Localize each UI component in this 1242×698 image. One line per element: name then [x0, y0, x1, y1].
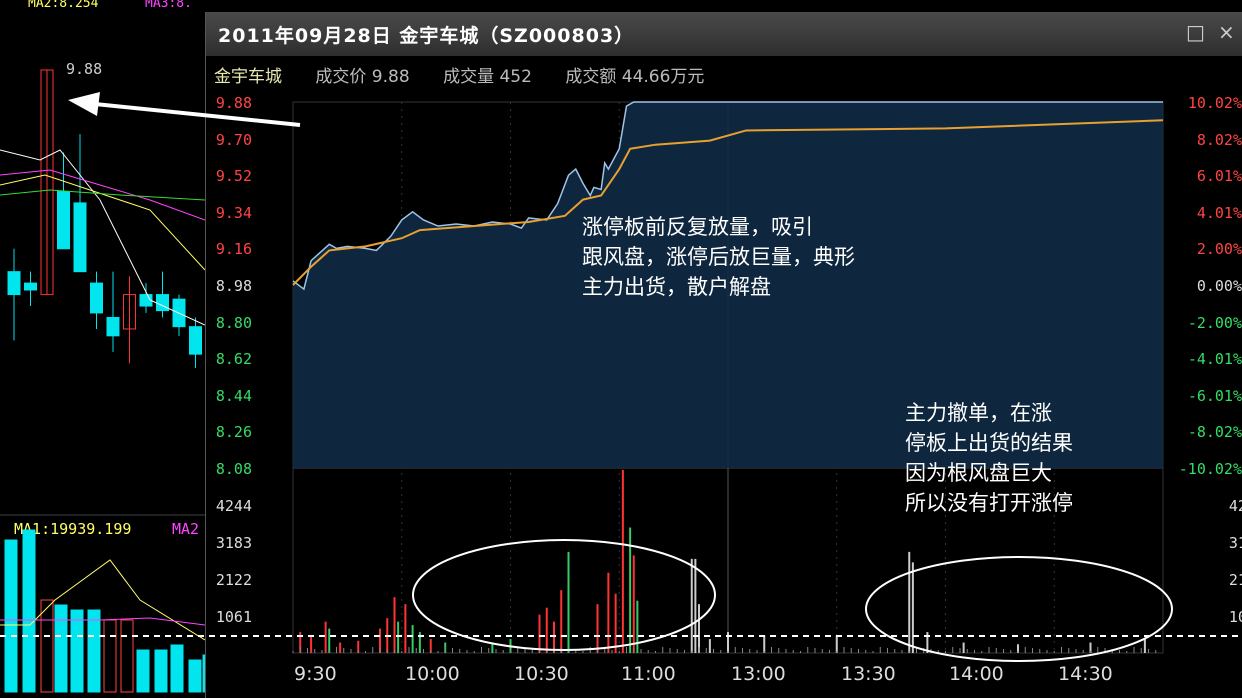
kline-chart	[0, 69, 205, 693]
candle	[73, 202, 87, 273]
time-tick: 13:30	[841, 663, 896, 685]
ma1-line	[0, 149, 205, 326]
time-tick: 14:30	[1058, 663, 1113, 685]
high-mark-label: 9.88	[66, 60, 103, 78]
volume-tick-right: 1061	[1228, 608, 1242, 626]
pct-tick: 2.00%	[1196, 240, 1242, 259]
ma4-line	[0, 189, 205, 201]
pct-tick: -10.02%	[1178, 460, 1242, 478]
price-tick: 8.26	[215, 423, 252, 442]
maximize-icon[interactable]: □	[1186, 20, 1205, 44]
volume-bar-daily	[188, 659, 202, 693]
price-tick: 8.98	[215, 277, 252, 295]
price-tick: 9.16	[215, 240, 252, 259]
volume-tick: 2122	[215, 571, 252, 589]
volume-bar-daily	[40, 599, 54, 693]
quote-info-row: 金宇车城 成交价 9.88 成交量 452 成交额 44.66万元	[214, 62, 732, 87]
volume-bar-daily	[154, 649, 168, 693]
vol-ma2-label: MA2	[172, 520, 200, 538]
highlight-ellipse-1	[412, 539, 716, 651]
price-tick: 9.52	[215, 167, 252, 186]
close-icon[interactable]: ×	[1218, 20, 1235, 44]
time-tick: 11:00	[621, 663, 676, 685]
ma2-line	[0, 174, 205, 271]
volume-bar-daily	[136, 649, 150, 693]
volume-tick: 3183	[215, 534, 252, 552]
title-bar[interactable]: 2011年09月28日 金宇车城（SZ000803） □ ×	[206, 12, 1242, 56]
candle	[139, 294, 153, 307]
annotation-main: 涨停板前反复放量，吸引 跟风盘，涨停后放巨量，典形 主力出货，散户解盘	[582, 215, 855, 299]
volume-tick-right: 4244	[1228, 497, 1242, 515]
pct-tick: 0.00%	[1196, 277, 1242, 295]
price-tick: 8.80	[215, 313, 252, 332]
pct-tick: -6.01%	[1187, 386, 1242, 405]
arrow-shaft	[94, 102, 301, 127]
volume-bar-daily	[54, 604, 68, 693]
price-tick: 9.34	[215, 203, 252, 222]
annotation-limit: 主力撤单，在涨 停板上出货的结果 因为根风盘巨大 所以没有打开涨停	[905, 401, 1073, 515]
volume-tick-right: 3183	[1228, 534, 1242, 552]
avg-price-line	[292, 119, 1164, 286]
time-tick: 13:00	[731, 663, 786, 685]
pct-tick: -4.01%	[1187, 350, 1242, 369]
pct-tick: 8.02%	[1196, 130, 1242, 149]
ma3-label: MA3:8.	[145, 0, 192, 11]
stock-name: 金宇车城	[214, 67, 282, 87]
price-tick: 9.70	[215, 130, 252, 149]
arrow-head	[68, 92, 100, 116]
candle	[123, 294, 136, 330]
volume-tick: 4244	[215, 497, 252, 515]
price-tick: 8.08	[215, 460, 252, 478]
candle	[106, 317, 120, 337]
highlight-ellipse-2	[865, 556, 1173, 662]
candle	[189, 326, 202, 355]
volume-bar-daily	[4, 539, 18, 693]
last-volume: 成交量 452	[443, 67, 532, 87]
ma2-label: MA2:8.254	[28, 0, 99, 11]
volume-bar-daily	[87, 609, 101, 693]
volume-tick: 1061	[215, 608, 252, 626]
volume-bar-daily	[170, 644, 184, 693]
volume-bar-daily	[202, 654, 205, 693]
pct-tick: -2.00%	[1187, 313, 1242, 332]
volume-tick-right: 2122	[1228, 571, 1242, 589]
volume-bar-daily	[22, 529, 36, 693]
time-tick: 10:30	[514, 663, 569, 685]
price-tick: 9.88	[215, 94, 252, 112]
pct-tick: 10.02%	[1187, 94, 1242, 112]
daily-kline-panel: MA2:8.254 MA3:8. 9.88 MA1:19939.199 MA2	[0, 0, 205, 698]
candle	[40, 69, 54, 296]
price-tick: 8.44	[215, 386, 252, 405]
last-price: 成交价 9.88	[315, 67, 410, 87]
candle	[24, 282, 37, 291]
vol-ma2-line	[0, 617, 205, 626]
volume-bar-daily	[120, 619, 134, 693]
pct-tick: 4.01%	[1196, 203, 1242, 222]
pct-tick: -8.02%	[1187, 423, 1242, 442]
candle	[90, 282, 103, 314]
vol-ma1-line	[0, 559, 205, 641]
time-tick: 14:00	[949, 663, 1004, 685]
turnover-amount: 成交额 44.66万元	[565, 67, 705, 87]
price-area	[293, 102, 1163, 468]
pct-tick: 6.01%	[1196, 167, 1242, 186]
volume-bar-daily	[70, 609, 84, 693]
price-tick: 8.62	[215, 350, 252, 369]
vol-ma1-label: MA1:19939.199	[14, 520, 132, 538]
window-title: 2011年09月28日 金宇车城（SZ000803）	[218, 25, 635, 47]
candle	[7, 271, 21, 296]
time-tick: 9:30	[294, 663, 337, 685]
ma3-line	[0, 169, 205, 221]
time-tick: 10:00	[405, 663, 460, 685]
